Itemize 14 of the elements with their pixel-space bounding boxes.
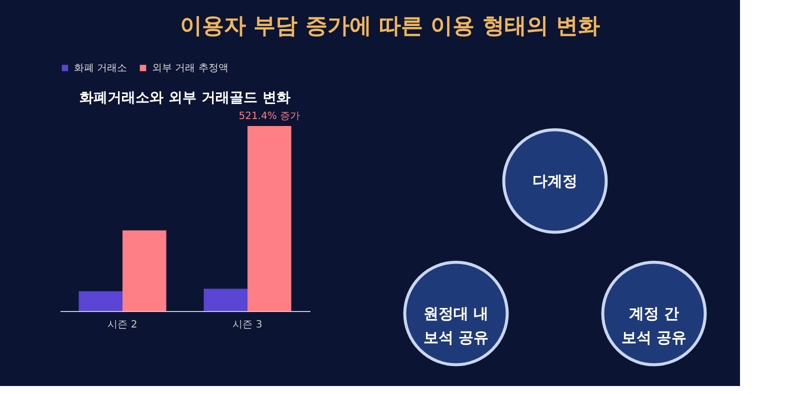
legend-label: 화폐 거래소	[74, 63, 128, 74]
annotation: 521.4% 증가	[238, 111, 300, 122]
text: 원정대 내 보석 공유	[423, 304, 489, 346]
x-tick-label: 시즌 3	[232, 320, 262, 330]
bar	[204, 288, 248, 311]
chart-title: 화폐거래소와 외부 거래골드 변화	[80, 90, 290, 106]
legend-label: 외부 거래 추정액	[152, 63, 228, 74]
bar	[122, 230, 166, 311]
bar	[248, 126, 292, 311]
x-tick-label: 시즌 2	[108, 320, 138, 330]
text: 계정 간 보석 공유	[621, 304, 687, 346]
text: 다계정	[532, 172, 578, 190]
bar	[78, 291, 122, 311]
text: 이용자 부담 증가에 따른 이용 형태의 변화	[180, 14, 600, 39]
